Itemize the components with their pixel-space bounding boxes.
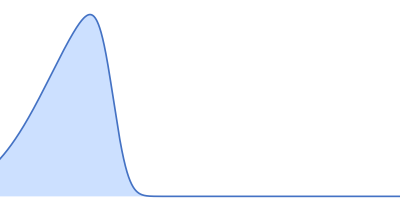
Polygon shape [0,15,400,196]
